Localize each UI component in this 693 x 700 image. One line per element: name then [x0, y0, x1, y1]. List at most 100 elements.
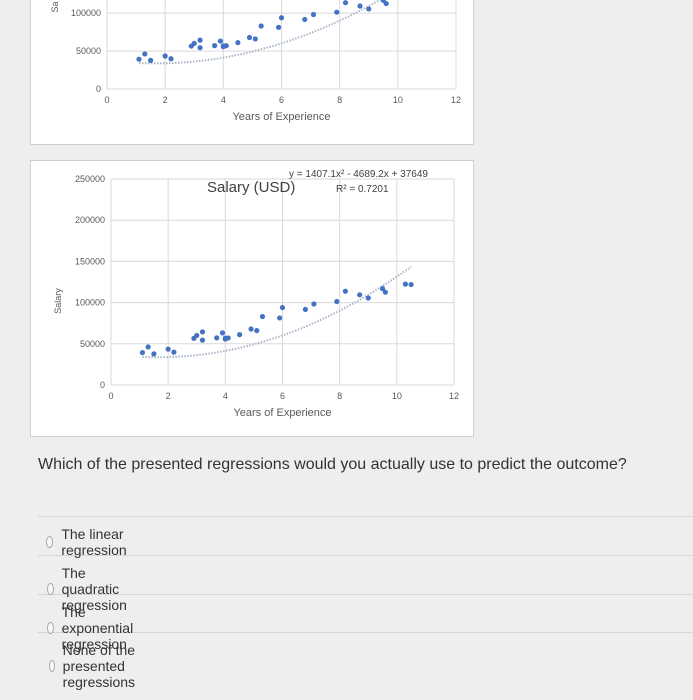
y-tick-label: 250000 [75, 174, 105, 184]
option-quadratic-regression[interactable]: The quadratic regression [47, 565, 132, 613]
data-point [311, 301, 317, 307]
data-point [191, 40, 197, 46]
chart-salary-scatter-top: 0 50000 100000 0 2 4 6 8 10 12 Years of Experience… [30, 0, 474, 145]
separator [38, 594, 693, 595]
x-tick-label: 0 [108, 391, 113, 401]
data-point [194, 332, 200, 339]
data-point [136, 56, 142, 62]
question-text: Which of the presented regressions would… [38, 456, 627, 473]
x-tick-label: 0 [104, 95, 109, 105]
data-point [342, 288, 348, 294]
option-none-of-presented[interactable]: None of the presented regressions [49, 642, 141, 690]
y-tick-label: 100000 [71, 8, 101, 18]
data-point [342, 0, 349, 6]
trendline [138, 0, 382, 65]
x-tick-label: 2 [166, 391, 171, 401]
data-point [357, 292, 363, 298]
data-point [302, 16, 308, 23]
trendline-equation: y = 1407.1x² - 4689.2x + 37649 [289, 169, 428, 180]
data-point [237, 332, 243, 338]
chart-1-svg: 0 50000 100000 0 2 4 6 8 10 12 Years of Experience… [50, 0, 461, 123]
option-label: The quadratic regression [61, 565, 127, 613]
data-point [254, 327, 260, 334]
radio-button[interactable] [47, 583, 54, 595]
data-point [225, 335, 231, 341]
data-point [379, 286, 386, 292]
r-squared-label: R² = 0.7201 [336, 184, 389, 195]
x-tick-label: 4 [221, 95, 226, 105]
data-point [383, 0, 389, 7]
radio-button[interactable] [47, 622, 54, 634]
data-point [219, 330, 226, 336]
x-tick-label: 10 [393, 95, 403, 105]
separator [38, 516, 693, 517]
data-point [223, 43, 229, 49]
data-point [168, 56, 174, 62]
data-point [148, 57, 154, 63]
data-point [151, 351, 157, 357]
data-point [277, 315, 283, 321]
x-tick-label: 8 [337, 391, 342, 401]
y-tick-label: 0 [100, 380, 105, 390]
x-tick-label: 12 [451, 95, 461, 105]
y-tick-label: 100000 [75, 298, 105, 308]
radio-button[interactable] [46, 536, 54, 548]
data-point [259, 313, 266, 320]
data-point [199, 337, 206, 343]
data-point [165, 346, 171, 352]
data-point [235, 40, 241, 46]
y-tick-label: 50000 [80, 339, 105, 349]
data-point [212, 43, 218, 49]
y-tick-label: 0 [96, 84, 101, 94]
data-point [408, 281, 414, 288]
data-point [199, 329, 206, 335]
data-point [162, 53, 168, 59]
data-point [252, 36, 258, 42]
option-label: The linear regression [61, 526, 127, 558]
data-point [217, 38, 224, 44]
chart-salary-quadratic: 0 50000 100000 150000 200000 250000 0 2 4 6 8 10 12 Y… [30, 160, 474, 437]
data-point [248, 326, 254, 332]
y-axis-title: Sa [50, 1, 60, 12]
x-axis-title: Years of Experience [232, 111, 330, 123]
data-point [145, 344, 151, 350]
data-point [246, 34, 253, 41]
x-axis-title: Years of Experience [233, 407, 331, 419]
x-tick-label: 10 [392, 391, 402, 401]
chart-2-svg: 0 50000 100000 150000 200000 250000 0 2 4 6 8 10 12 Y… [53, 169, 459, 419]
data-point [357, 3, 363, 9]
option-label: The exponential regression [61, 604, 134, 652]
data-point [302, 306, 308, 313]
data-point [171, 349, 177, 355]
data-point [402, 281, 409, 287]
data-point [214, 335, 220, 341]
x-tick-label: 4 [223, 391, 228, 401]
y-tick-label: 200000 [75, 215, 105, 225]
trendline [142, 265, 412, 359]
data-point [197, 37, 203, 43]
separator [38, 632, 693, 633]
radio-button[interactable] [49, 660, 55, 672]
x-tick-label: 12 [449, 391, 459, 401]
data-point [365, 295, 371, 301]
y-tick-label: 150000 [75, 256, 105, 266]
data-point [366, 6, 372, 12]
data-point [139, 349, 146, 356]
data-point [310, 11, 317, 18]
chart-title: Salary (USD) [207, 179, 295, 196]
data-point [258, 23, 264, 29]
x-tick-label: 2 [163, 95, 168, 105]
option-exponential-regression[interactable]: The exponential regression [47, 604, 139, 652]
data-point [142, 51, 148, 57]
data-point [382, 289, 388, 295]
option-label: None of the presented regressions [62, 642, 136, 690]
data-point [334, 9, 340, 15]
option-linear-regression[interactable]: The linear regression [46, 526, 131, 558]
x-tick-label: 8 [337, 95, 342, 105]
data-point [334, 298, 340, 305]
x-tick-label: 6 [280, 391, 285, 401]
data-point [279, 304, 286, 311]
data-point [275, 24, 282, 30]
data-point [197, 45, 203, 51]
separator [38, 555, 693, 556]
